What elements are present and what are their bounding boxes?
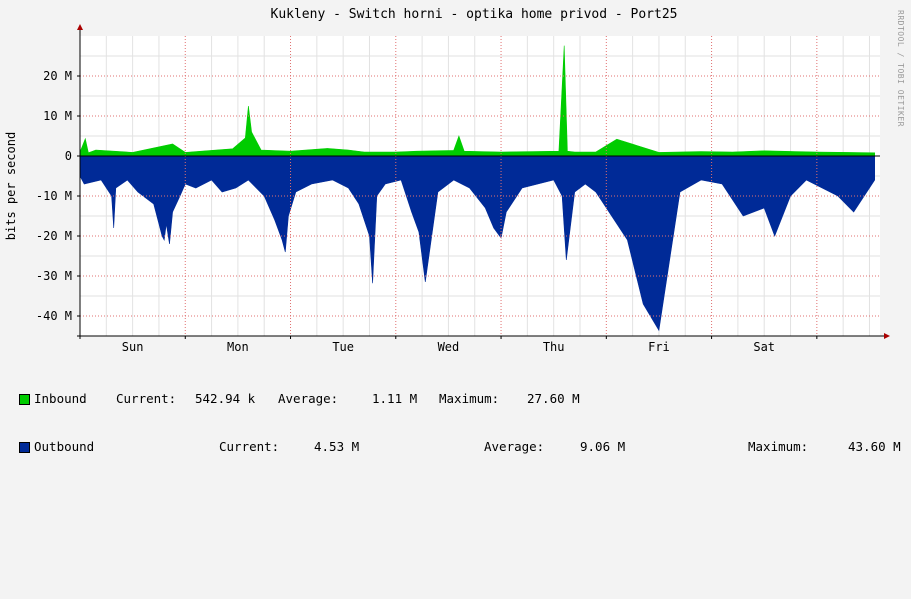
inbound-current-value: 542.94 k	[195, 391, 256, 406]
outbound-swatch	[19, 442, 30, 453]
inbound-label: Inbound	[34, 391, 87, 406]
outbound-current-label: Current:	[219, 439, 280, 454]
outbound-label: Outbound	[34, 439, 95, 454]
x-axis-arrow	[884, 333, 890, 339]
inbound-average-label: Average:	[278, 391, 339, 406]
x-tick-label: Mon	[227, 340, 249, 354]
y-tick-label: -40 M	[36, 309, 72, 323]
series-area-outbound	[79, 155, 875, 332]
x-tick-label: Tue	[332, 340, 354, 354]
y-tick-label: -10 M	[36, 189, 72, 203]
y-tick-label: 10 M	[43, 109, 72, 123]
y-axis-label: bits per second	[4, 132, 18, 240]
x-tick-label: Wed	[438, 340, 460, 354]
inbound-current-label: Current:	[116, 391, 177, 406]
outbound-average-label: Average:	[484, 439, 545, 454]
outbound-maximum-label: Maximum:	[748, 439, 809, 454]
watermark: RRDTOOL / TOBI OETIKER	[896, 10, 905, 127]
outbound-current-value: 4.53 M	[314, 439, 360, 454]
y-tick-label: -20 M	[36, 229, 72, 243]
y-axis-arrow	[77, 24, 83, 30]
inbound-maximum-label: Maximum:	[439, 391, 500, 406]
outbound-average-value: 9.06 M	[580, 439, 626, 454]
y-tick-label: 20 M	[43, 69, 72, 83]
chart-canvas: Kukleny - Switch horni - optika home pri…	[4, 7, 905, 354]
x-tick-label: Sat	[753, 340, 775, 354]
series-area-inbound	[79, 45, 875, 157]
plot-area: 20 M 10 M 0 -10 M -20 M -30 M -40 M Sun Mon Tue We…	[36, 24, 890, 354]
x-tick-label: Sun	[122, 340, 144, 354]
legend-row-inbound: Inbound Current: 542.94 k Average: 1.11 …	[0, 391, 911, 407]
outbound-maximum-value: 43.60 M	[848, 439, 901, 454]
x-tick-label: Fri	[648, 340, 670, 354]
inbound-average-value: 1.11 M	[372, 391, 418, 406]
x-tick-label: Thu	[543, 340, 565, 354]
chart-title: Kukleny - Switch horni - optika home pri…	[271, 7, 678, 22]
legend-row-outbound: Outbound Current: 4.53 M Average: 9.06 M…	[0, 439, 911, 455]
y-tick-label: -30 M	[36, 269, 72, 283]
chart: Kukleny - Switch horni - optika home pri…	[4, 7, 905, 454]
y-tick-label: 0	[65, 149, 72, 163]
inbound-maximum-value: 27.60 M	[527, 391, 580, 406]
legend: Inbound Current: 542.94 k Average: 1.11 …	[0, 359, 911, 487]
